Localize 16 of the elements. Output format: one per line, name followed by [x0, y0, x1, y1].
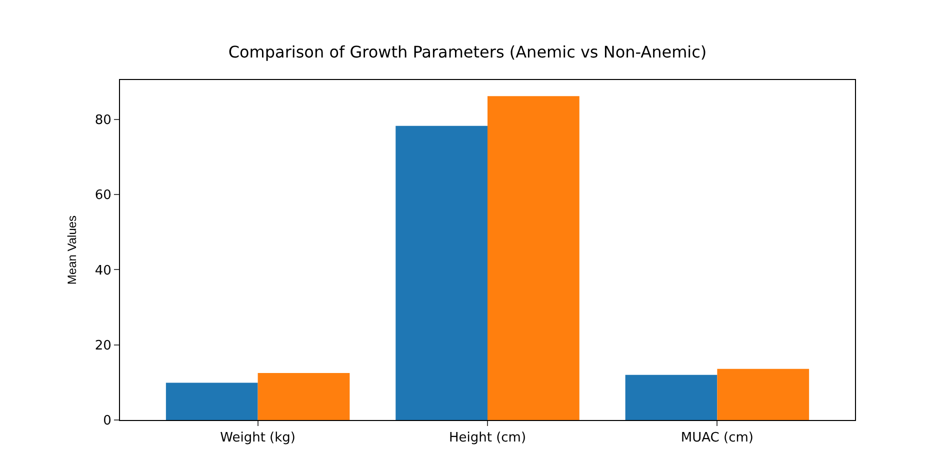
- bar: [488, 96, 580, 420]
- bar: [166, 382, 258, 420]
- y-tick-label: 60: [94, 188, 112, 204]
- y-tick-label: 40: [94, 263, 112, 278]
- bar: [258, 373, 350, 420]
- x-tick-label: MUAC (cm): [680, 430, 754, 446]
- bar: [396, 126, 488, 420]
- y-axis-title: Mean Values: [65, 215, 80, 285]
- bar: [625, 374, 718, 420]
- y-tick-label: 20: [94, 338, 112, 354]
- x-tick-label: Weight (kg): [220, 430, 296, 446]
- y-tick-label: 80: [94, 113, 112, 128]
- chart-title: Comparison of Growth Parameters (Anemic vs Non-Anemic): [228, 42, 707, 62]
- y-tick-label: 0: [103, 414, 112, 429]
- x-tick-label: Height (cm): [448, 430, 526, 446]
- bar: [717, 368, 810, 420]
